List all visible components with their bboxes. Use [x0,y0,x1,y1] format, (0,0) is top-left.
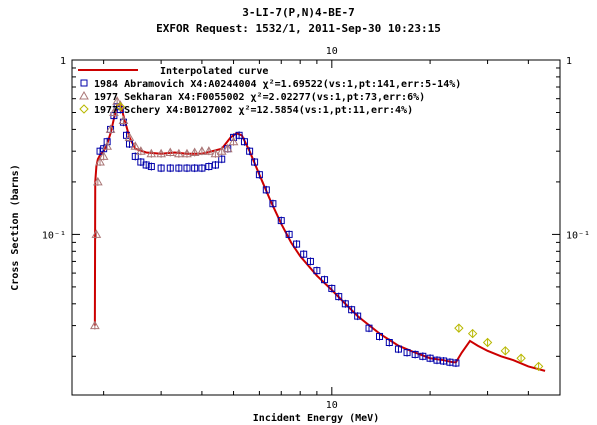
diamond-point [500,346,511,356]
y-axis-label: Cross Section (barns) [9,164,21,290]
triangle-point [92,176,103,186]
square-point [335,293,343,301]
square-point [328,284,336,292]
triangle-point [210,148,221,158]
square-point [269,200,277,208]
square-point [96,147,104,155]
square-point [218,155,226,163]
y-tick-label: 10⁻¹ [42,230,66,241]
square-point [376,332,384,340]
y-tick-label-right: 1 [566,56,572,67]
square-point [191,164,199,172]
axes-layer: 10 10 10⁻¹ 10⁻¹ 1 1 Incident Energy (MeV) Cross… [9,46,590,424]
square-point [255,171,263,179]
legend-marker-diamond [79,104,89,114]
square-point [411,350,419,358]
square-point [211,161,219,169]
triangle-point [109,107,119,117]
diamond-point [115,101,126,112]
square-point [433,356,441,364]
square-point [147,163,155,171]
triangle-point [105,124,116,133]
triangle-point [197,146,207,155]
chart-subtitle: EXFOR Request: 1532/1, 2011-Sep-30 10:23… [156,22,441,35]
triangle-point [146,148,157,158]
square-point [348,306,356,314]
diamond-point [467,328,478,339]
square-point [277,217,285,225]
diamond-point [516,353,526,363]
diamond-point [482,337,493,348]
diamond-point [454,323,464,333]
x-axis-label: Incident Energy (MeV) [253,412,379,424]
triangle-point [112,96,123,105]
square-point [394,345,402,353]
square-point [452,359,460,367]
square-point [426,354,434,362]
triangle-point [135,146,146,155]
chart-title: 3-LI-7(P,N)4-BE-7 [242,6,355,19]
square-point [341,300,349,308]
top-axis-label: 10 [326,46,338,57]
triangle-point [102,141,112,150]
y-tick-label-right: 10⁻¹ [566,230,590,241]
square-point [251,158,259,166]
square-point [131,152,139,160]
plot-frame [71,59,561,396]
square-point [175,164,183,172]
triangle-point [118,115,129,124]
square-point [198,164,206,172]
square-point [166,164,174,172]
triangle-point [91,229,102,238]
triangle-point [189,147,200,156]
square-point [293,240,301,248]
triangle-point [182,148,192,158]
triangle-point [222,143,233,153]
square-point [246,147,254,155]
square-point [235,131,243,139]
legend-marker-triangle [79,90,89,100]
triangle-point [98,151,109,160]
legend-marker-square [80,79,88,87]
triangle-point [174,148,184,158]
square-point [321,276,329,284]
diamond-point [533,361,544,372]
triangle-point [203,146,214,155]
y-tick-label: 1 [60,56,66,67]
triangle-point [165,147,176,156]
interpolated-curve-line [93,102,546,372]
square-point [240,138,248,146]
triangle-point [130,141,141,150]
triangle-point [216,146,227,155]
triangle-point [90,320,100,330]
data-layer [90,96,546,372]
legend-label: 1977 Sekharan X4:F0055002 χ²=2.02277(vs:… [94,92,425,103]
square-point [419,352,427,360]
square-point [205,163,213,171]
legend-label: 1977 Schery X4:B0127002 χ²=12.5854(vs:1,… [94,105,413,116]
x-tick-label: 10 [326,400,338,411]
triangle-point [95,157,105,166]
legend-label: Interpolated curve [160,66,268,77]
legend-label: 1984 Abramovich X4:A0244004 χ²=1.69522(v… [94,78,461,90]
square-point [313,267,321,275]
square-point [403,349,411,357]
square-point [285,230,293,238]
square-point [365,324,373,332]
square-point [142,161,150,169]
triangle-point [156,148,166,158]
square-point [354,312,362,320]
triangle-point [124,132,135,141]
square-point [157,164,165,172]
square-point [183,164,191,172]
square-point [306,257,314,265]
square-point [262,186,270,194]
square-point [385,338,393,346]
square-point [300,250,308,258]
triangle-point [228,136,239,146]
